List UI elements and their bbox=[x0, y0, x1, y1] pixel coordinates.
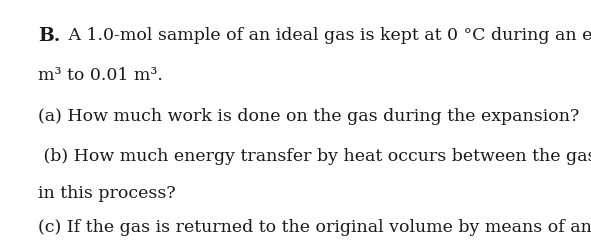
Text: m³ to 0.01 m³.: m³ to 0.01 m³. bbox=[38, 67, 163, 84]
Text: (b) How much energy transfer by heat occurs between the gas and its surroundings: (b) How much energy transfer by heat occ… bbox=[38, 147, 591, 164]
Text: (c) If the gas is returned to the original volume by means of an isobaric proces: (c) If the gas is returned to the origin… bbox=[38, 218, 591, 235]
Text: B.: B. bbox=[38, 26, 60, 44]
Text: in this process?: in this process? bbox=[38, 184, 176, 201]
Text: (a) How much work is done on the gas during the expansion?: (a) How much work is done on the gas dur… bbox=[38, 107, 579, 124]
Text: A 1.0-mol sample of an ideal gas is kept at 0 °C during an expansion from 0.003: A 1.0-mol sample of an ideal gas is kept… bbox=[63, 26, 591, 43]
